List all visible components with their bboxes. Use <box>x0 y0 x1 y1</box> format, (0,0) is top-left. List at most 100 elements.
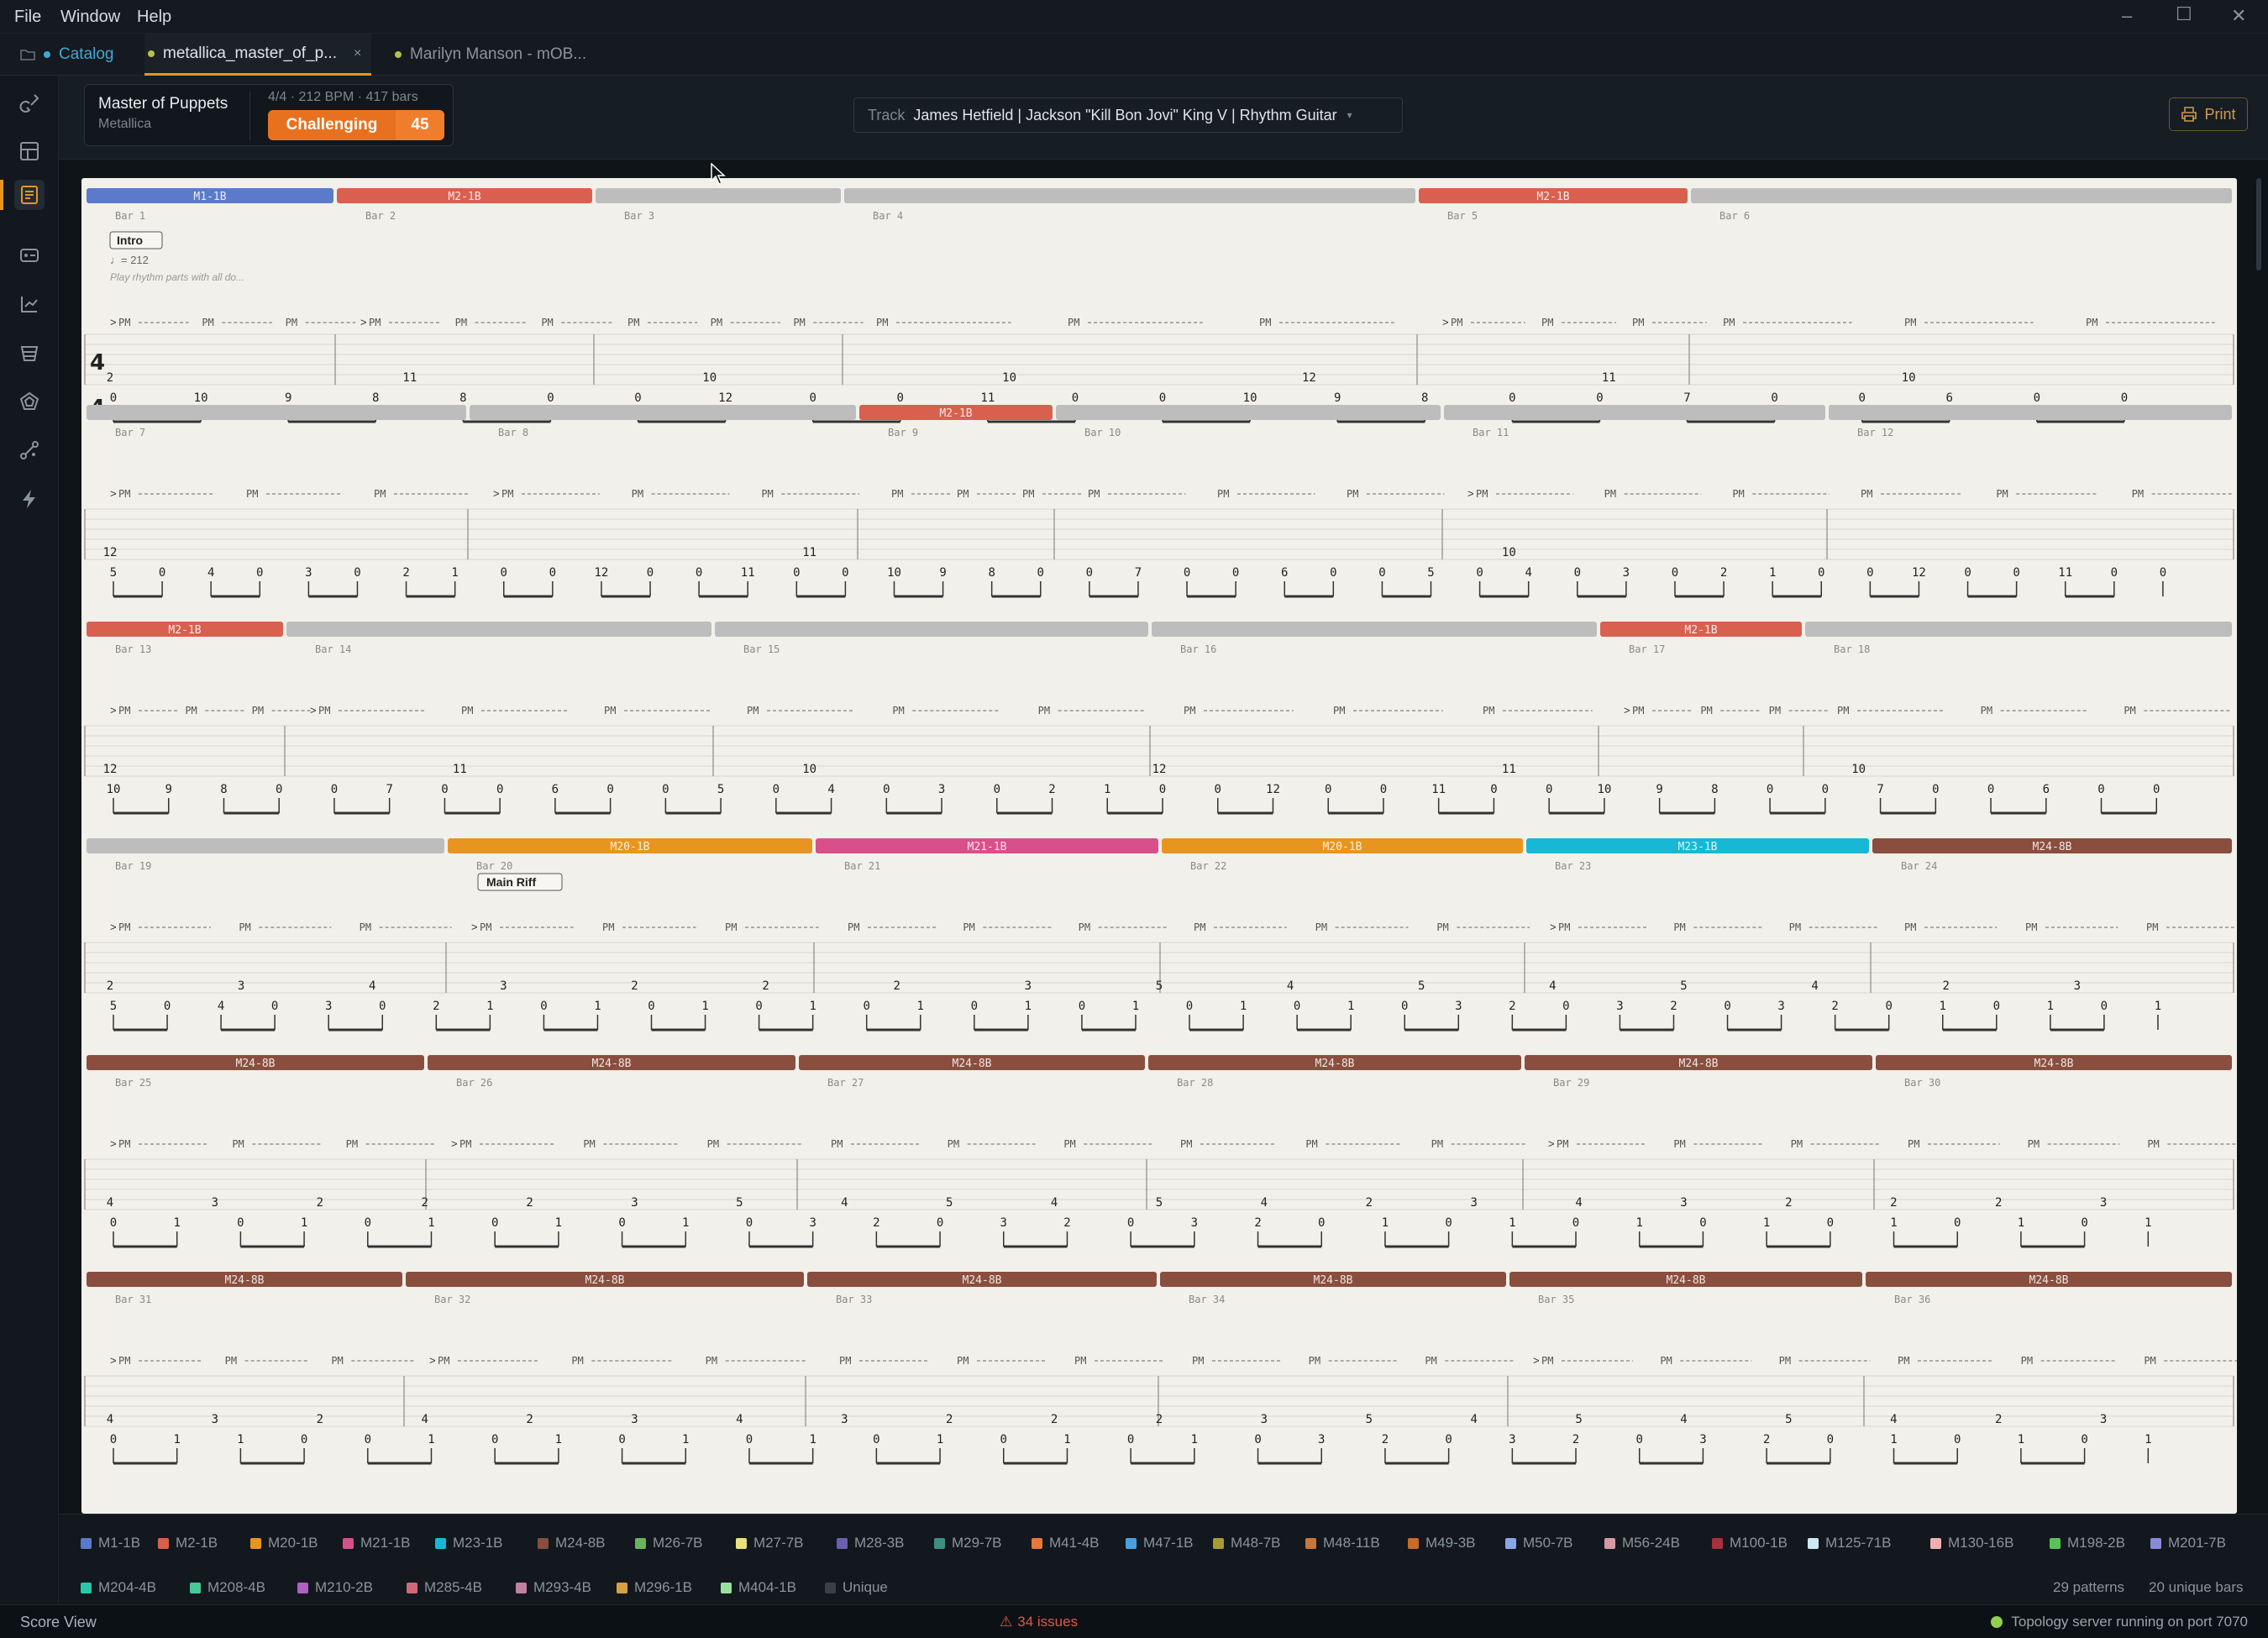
guitar-icon[interactable] <box>14 88 45 118</box>
palm-mute: PM <box>1632 705 1644 717</box>
tab-catalog[interactable]: Catalog <box>20 34 114 76</box>
tab-note: 0 <box>1964 566 1971 580</box>
close-icon[interactable]: ✕ <box>2231 5 2247 26</box>
legend-item[interactable]: M20-1B <box>250 1535 318 1551</box>
scrollbar[interactable] <box>2256 178 2261 270</box>
legend-item[interactable]: M29-7B <box>934 1535 1002 1551</box>
legend-item[interactable]: M48-7B <box>1213 1535 1281 1551</box>
close-tab-icon[interactable]: × <box>354 45 362 60</box>
status-dot-icon <box>1991 1616 2003 1628</box>
issues-indicator[interactable]: ⚠ 34 issues <box>1000 1614 1078 1630</box>
legend-item[interactable]: M1-1B <box>81 1535 140 1551</box>
legend-item[interactable]: M21-1B <box>343 1535 411 1551</box>
legend-item[interactable]: M24-8B <box>538 1535 606 1551</box>
tab-note: 11 <box>1431 783 1446 796</box>
legend-item[interactable]: Unique <box>825 1579 888 1596</box>
palm-mute: PM <box>1996 488 2008 500</box>
legend-item[interactable]: M296-1B <box>617 1579 692 1596</box>
tab-note: 11 <box>1502 763 1516 776</box>
tab-note: 0 <box>1159 783 1166 796</box>
legend-swatch <box>635 1537 646 1549</box>
legend-item[interactable]: M26-7B <box>635 1535 703 1551</box>
lightning-icon[interactable] <box>14 484 45 514</box>
maximize-icon[interactable]: ☐ <box>2176 3 2192 24</box>
graph-icon[interactable] <box>14 435 45 465</box>
minimize-icon[interactable]: – <box>2122 5 2133 26</box>
song-meta: 4/4 · 212 BPM · 417 bars <box>268 90 418 104</box>
legend-item[interactable]: M23-1B <box>435 1535 503 1551</box>
legend-item[interactable]: M285-4B <box>407 1579 482 1596</box>
tab-dot <box>395 51 402 58</box>
tab-note: 8 <box>220 783 227 796</box>
legend-item[interactable]: M208-4B <box>190 1579 265 1596</box>
legend-item[interactable]: M100-1B <box>1712 1535 1788 1551</box>
legend-item[interactable]: M125-71B <box>1808 1535 1891 1551</box>
accent-mark: > <box>360 316 367 328</box>
palm-mute: PM <box>2021 1355 2033 1367</box>
tab-note: 1 <box>428 1433 434 1446</box>
palm-mute: PM <box>118 1355 130 1367</box>
settings-panel-icon[interactable] <box>14 240 45 270</box>
legend-item[interactable]: M48-11B <box>1305 1535 1380 1551</box>
print-button[interactable]: Print <box>2169 97 2248 131</box>
palm-mute: PM <box>1074 1355 1086 1367</box>
pattern-bar <box>87 838 444 853</box>
tab-note: 0 <box>547 391 554 405</box>
score-icon[interactable] <box>14 180 45 210</box>
palm-mute: PM <box>2132 488 2144 500</box>
tab-note: 0 <box>1818 566 1824 580</box>
legend-swatch <box>2050 1537 2061 1549</box>
legend-item[interactable]: M41-4B <box>1032 1535 1100 1551</box>
pattern-label: M24-8B <box>2029 1274 2069 1287</box>
tab-note: 1 <box>1025 1000 1032 1013</box>
palm-mute: PM <box>1673 921 1685 933</box>
tab-label: Marilyn Manson - mOB... <box>410 45 587 63</box>
legend-item[interactable]: M204-4B <box>81 1579 156 1596</box>
legend-item[interactable]: M198-2B <box>2050 1535 2125 1551</box>
tab-note: 3 <box>1623 566 1630 580</box>
flow-icon[interactable] <box>14 289 45 319</box>
legend-item[interactable]: M2-1B <box>158 1535 218 1551</box>
dashboard-icon[interactable] <box>14 136 45 166</box>
pattern-bar <box>844 188 1415 203</box>
layers-icon[interactable] <box>14 338 45 368</box>
legend-item[interactable]: M201-7B <box>2150 1535 2226 1551</box>
palm-mute: PM <box>957 1355 969 1367</box>
tab-note: 0 <box>1294 1000 1300 1013</box>
pattern-bar <box>448 838 812 853</box>
legend-item[interactable]: M56-24B <box>1604 1535 1680 1551</box>
pattern-label: M23-1B <box>1678 841 1718 853</box>
palm-mute: PM <box>118 1138 130 1150</box>
legend-item[interactable]: M130-16B <box>1930 1535 2013 1551</box>
legend-item[interactable]: M293-4B <box>516 1579 591 1596</box>
legend-item[interactable]: M210-2B <box>297 1579 373 1596</box>
legend-item[interactable]: M50-7B <box>1505 1535 1573 1551</box>
menu-file[interactable]: File <box>14 8 42 26</box>
sidebar <box>0 76 59 1604</box>
legend-item[interactable]: M47-1B <box>1126 1535 1194 1551</box>
legend-item[interactable]: M27-7B <box>736 1535 804 1551</box>
tab-other-file[interactable]: Marilyn Manson - mOB... <box>395 34 586 76</box>
tab-note: 0 <box>842 566 848 580</box>
legend-item[interactable]: M28-3B <box>837 1535 905 1551</box>
tab-note: 0 <box>1490 783 1497 796</box>
legend-item[interactable]: M49-3B <box>1408 1535 1476 1551</box>
bar-number: Bar 11 <box>1473 427 1509 438</box>
tab-active-file[interactable]: metallica_master_of_p... × <box>144 34 371 76</box>
track-selector[interactable]: Track James Hetfield | Jackson "Kill Bon… <box>853 97 1403 133</box>
pattern-bar <box>1148 1055 1521 1070</box>
tab-note: 0 <box>937 1216 943 1230</box>
bar-number: Bar 20 <box>476 860 512 872</box>
tab-note: 4 <box>841 1196 848 1210</box>
bar-number: Bar 30 <box>1904 1077 1940 1089</box>
menu-window[interactable]: Window <box>60 8 121 26</box>
pattern-bar <box>1866 1272 2232 1287</box>
radar-icon[interactable] <box>14 386 45 417</box>
palm-mute: PM <box>839 1355 851 1367</box>
palm-mute: PM <box>1732 488 1744 500</box>
palm-mute: PM <box>1541 1355 1553 1367</box>
tab-note: 10 <box>887 566 901 580</box>
score-view[interactable]: M1-1B Bar 1 M2-1B Bar 2 Bar 3 Bar 4 M2-1B Bar 5… <box>81 178 2237 1514</box>
legend-item[interactable]: M404-1B <box>721 1579 796 1596</box>
menu-help[interactable]: Help <box>137 8 172 26</box>
